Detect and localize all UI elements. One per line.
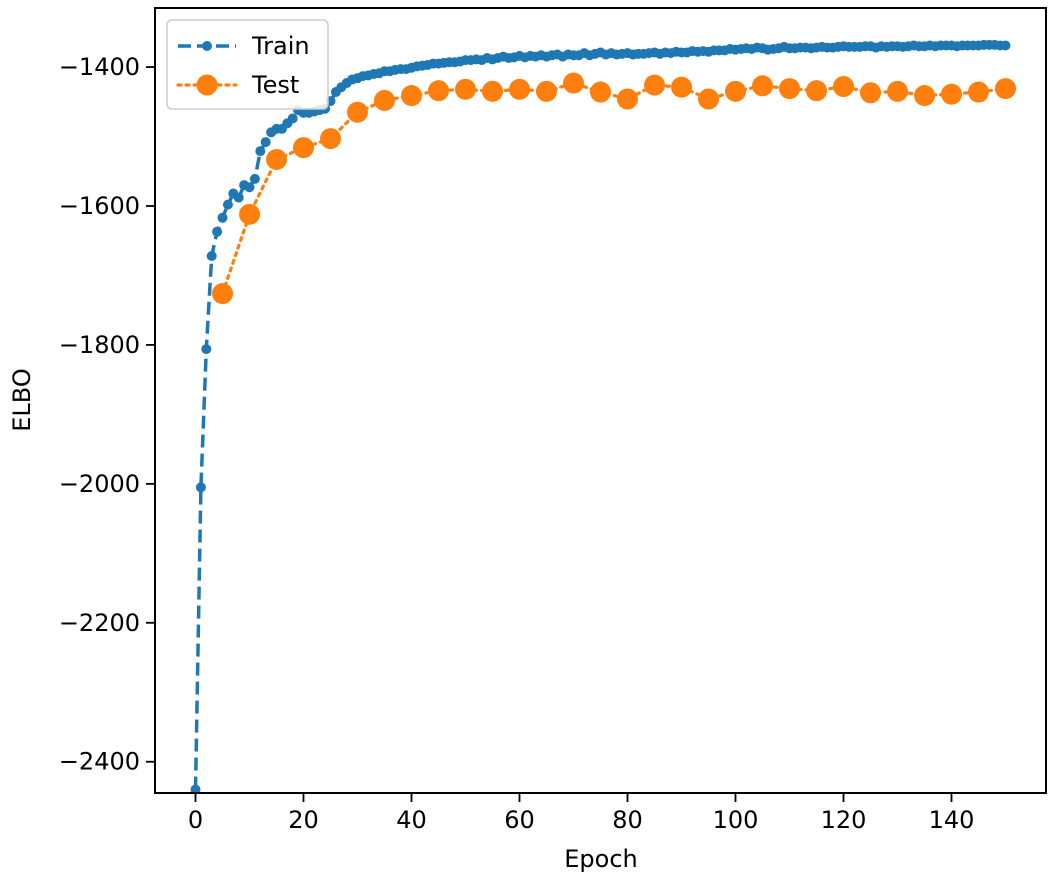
test-data-point xyxy=(374,89,395,111)
train-data-point xyxy=(201,344,212,355)
test-data-point xyxy=(320,128,341,150)
series-layer xyxy=(190,39,1016,793)
test-data-point xyxy=(752,75,773,97)
train-data-point xyxy=(255,146,266,157)
x-tick-label: 120 xyxy=(821,806,867,834)
test-data-point xyxy=(698,88,719,110)
train-data-point xyxy=(244,182,255,193)
y-tick-label: −1400 xyxy=(59,53,140,81)
legend-train-marker-swatch xyxy=(202,41,212,51)
train-data-point xyxy=(287,113,298,124)
test-data-point xyxy=(968,81,989,103)
test-data-point xyxy=(617,88,638,110)
train-data-point xyxy=(217,212,228,223)
y-tick-label: −1600 xyxy=(59,192,140,220)
y-tick-label: −2400 xyxy=(59,748,140,776)
train-data-point xyxy=(233,192,244,203)
test-data-point xyxy=(212,283,233,305)
plot-frame xyxy=(154,7,1047,794)
legend-test-label: Test xyxy=(251,71,299,99)
test-data-point xyxy=(347,101,368,123)
train-data-point xyxy=(260,137,271,148)
train-data-point xyxy=(190,784,201,793)
test-data-point xyxy=(509,78,530,100)
legend: Train Test xyxy=(166,19,329,110)
test-data-point xyxy=(401,85,422,107)
test-data-point xyxy=(833,76,854,97)
test-data-point xyxy=(725,80,746,102)
train-data-point xyxy=(249,173,260,184)
test-data-point xyxy=(644,74,665,96)
train-data-point xyxy=(1000,40,1011,51)
x-tick-label: 20 xyxy=(288,806,319,834)
test-data-point xyxy=(536,80,557,102)
test-data-point xyxy=(482,80,503,102)
test-data-point xyxy=(563,72,584,94)
legend-test-marker-swatch xyxy=(196,74,218,96)
y-tick-label: −2200 xyxy=(59,609,140,637)
x-tick-label: 60 xyxy=(504,806,535,834)
x-tick-label: 100 xyxy=(713,806,759,834)
x-axis-label: Epoch xyxy=(564,845,638,873)
test-data-point xyxy=(590,81,611,103)
x-tick-label: 140 xyxy=(929,806,975,834)
test-data-point xyxy=(455,78,476,100)
test-data-point xyxy=(914,85,935,107)
y-tick-label: −1800 xyxy=(59,331,140,359)
x-tick-label: 40 xyxy=(396,806,427,834)
test-data-point xyxy=(293,137,314,159)
x-tick-label: 80 xyxy=(612,806,643,834)
test-data-point xyxy=(860,82,881,104)
train-data-point xyxy=(206,251,217,261)
y-axis-label: ELBO xyxy=(8,368,36,431)
axes-layer: 0 20 40 60 80 100 120 140 −2400 −2200 −2000 −1800 −1… xyxy=(59,7,1047,834)
test-data-point xyxy=(941,83,962,105)
test-data-point xyxy=(779,78,800,100)
x-tick-label: 0 xyxy=(188,806,203,834)
test-data-point xyxy=(266,148,287,170)
test-data-point xyxy=(239,203,260,225)
train-data-point xyxy=(212,226,223,237)
test-data-point xyxy=(428,80,449,102)
test-data-point xyxy=(806,80,827,102)
train-data-point xyxy=(195,482,206,493)
legend-train-label: Train xyxy=(251,32,310,60)
test-data-point xyxy=(671,76,692,98)
test-data-point xyxy=(995,78,1016,100)
train-data-point xyxy=(222,199,233,210)
y-tick-label: −2000 xyxy=(59,470,140,498)
test-data-point xyxy=(887,80,908,102)
